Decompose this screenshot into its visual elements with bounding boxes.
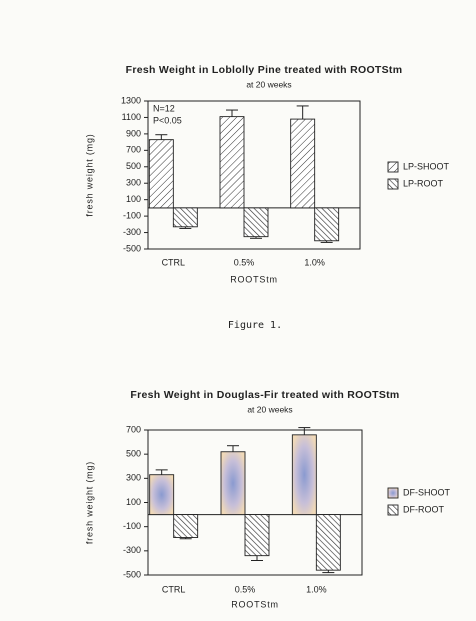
bar [243, 207, 269, 238]
bar [244, 514, 270, 557]
x-axis-label: ROOTStm [231, 599, 279, 609]
y-tick-label: 100 [126, 497, 141, 507]
y-tick-label: -100 [123, 210, 141, 220]
y-axis-label: fresh weight (mg) [84, 461, 94, 544]
legend-label: LP-SHOOT [403, 161, 450, 171]
y-tick-label: 500 [126, 449, 141, 459]
y-axis-label: fresh weight (mg) [84, 133, 94, 216]
legend-label: LP-ROOT [403, 178, 444, 188]
x-tick-label: 1.0% [304, 257, 325, 267]
bar [314, 207, 340, 242]
legend-swatch [387, 161, 399, 173]
y-tick-label: 100 [126, 194, 141, 204]
figure-caption: Figure 1. [228, 320, 282, 331]
bar [220, 451, 246, 516]
legend-label: DF-ROOT [403, 504, 444, 514]
y-tick-label: -300 [123, 227, 141, 237]
y-tick-label: -500 [123, 243, 141, 253]
plot-frame [147, 100, 361, 250]
x-tick-label: 1.0% [306, 584, 327, 594]
bar [148, 139, 174, 209]
y-tick-label: -100 [123, 521, 141, 531]
chart-title: Fresh Weight in Douglas-Fir treated with… [130, 389, 399, 401]
x-tick-label: CTRL [162, 584, 186, 594]
chart-subtitle: at 20 weeks [247, 404, 292, 414]
bar [172, 207, 198, 228]
y-tick-label: 900 [126, 128, 141, 138]
legend-label: DF-SHOOT [403, 487, 450, 497]
bar [219, 116, 245, 209]
bar [290, 118, 316, 209]
y-tick-label: 700 [126, 424, 141, 434]
legend-swatch [387, 504, 399, 516]
y-tick-label: 1300 [121, 95, 141, 105]
annotation: N=12 [153, 103, 175, 113]
y-tick-label: 500 [126, 161, 141, 171]
y-tick-label: 300 [126, 178, 141, 188]
x-tick-label: 0.5% [235, 584, 256, 594]
annotation: P<0.05 [153, 115, 182, 125]
y-tick-label: -500 [123, 569, 141, 579]
x-tick-label: 0.5% [234, 257, 255, 267]
legend-swatch [387, 487, 399, 499]
x-tick-label: CTRL [162, 257, 186, 267]
chart-title: Fresh Weight in Loblolly Pine treated wi… [126, 64, 403, 76]
legend-swatch [387, 178, 399, 190]
y-tick-label: 700 [126, 145, 141, 155]
bar [315, 514, 341, 571]
chart-subtitle: at 20 weeks [246, 79, 291, 89]
y-tick-label: -300 [123, 545, 141, 555]
bar [173, 514, 199, 538]
bar [291, 434, 317, 516]
x-axis-label: ROOTStm [230, 274, 278, 284]
y-tick-label: 300 [126, 473, 141, 483]
y-tick-label: 1100 [122, 112, 141, 122]
bar [149, 474, 175, 516]
